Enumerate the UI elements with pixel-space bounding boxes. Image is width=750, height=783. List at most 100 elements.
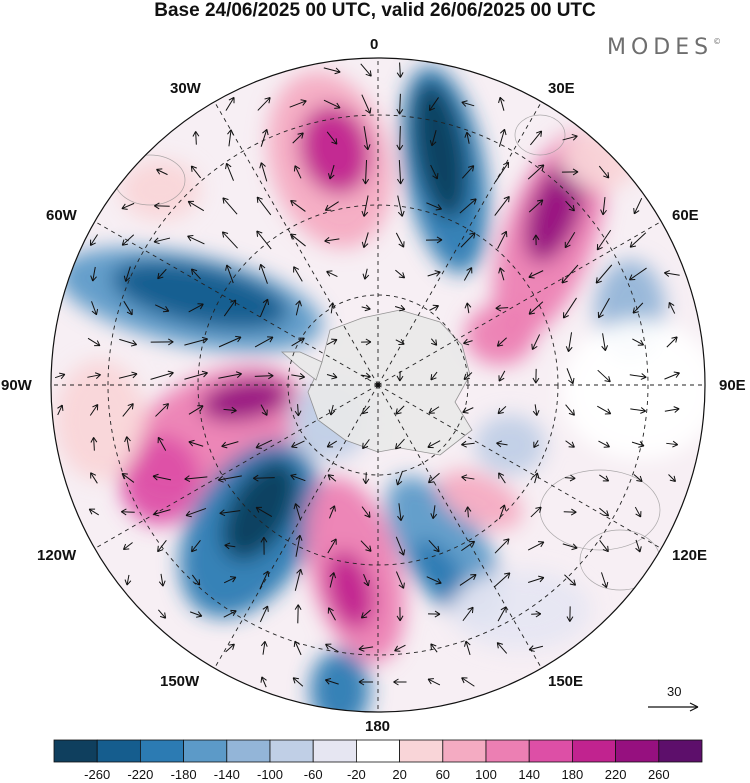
wind-arrow: [191, 574, 201, 586]
wind-arrow: [184, 336, 208, 346]
wind-arrow: [601, 333, 609, 352]
wind-arrow: [260, 640, 268, 655]
wind-arrow: [326, 270, 338, 278]
wind-arrow: [223, 299, 237, 317]
colorbar: [53, 739, 703, 763]
wind-arrow: [259, 298, 270, 317]
lon-label-150e: 150E: [548, 673, 584, 690]
wind-arrow: [395, 536, 406, 556]
wind-arrow: [463, 267, 473, 281]
wind-arrow: [326, 440, 338, 448]
wind-arrow: [119, 338, 138, 347]
wind-arrow: [255, 439, 273, 449]
wind-arrow: [428, 610, 441, 618]
wind-arrow: [325, 643, 339, 653]
wind-arrow: [219, 509, 241, 517]
meridian-line: [377, 384, 542, 669]
wind-arrow: [464, 640, 471, 656]
wind-arrow: [326, 131, 338, 145]
wind-arrow: [328, 505, 336, 519]
wind-arrow: [257, 97, 271, 111]
wind-arrow: [294, 568, 303, 591]
wind-arrow: [562, 543, 578, 551]
wind-arrow: [430, 338, 438, 346]
wind-arrow: [395, 470, 404, 486]
wind-arrow: [260, 128, 269, 147]
wind-arrow: [430, 505, 438, 520]
wind-arrow: [323, 99, 341, 109]
wind-arrow: [666, 440, 679, 448]
wind-arrow: [462, 606, 474, 622]
wind-arrow: [397, 503, 404, 522]
wind-arrow: [564, 474, 576, 482]
wind-arrow: [430, 643, 438, 653]
wind-arrow: [598, 440, 610, 448]
wind-arrow: [596, 229, 612, 251]
wind-arrow: [459, 574, 477, 586]
coastline-fragment: [514, 114, 566, 156]
wind-arrow: [633, 197, 643, 215]
wind-arrow: [184, 475, 208, 483]
wind-arrow: [565, 332, 573, 353]
lon-label-180: 180: [365, 718, 391, 735]
wind-arrow: [664, 371, 680, 380]
colorbar-tick-label: 100: [475, 767, 497, 782]
wind-arrow: [527, 575, 545, 583]
wind-arrow: [498, 504, 507, 520]
colorbar-tick-label: 20: [392, 767, 407, 782]
wind-arrow: [89, 404, 99, 416]
wind-arrow: [464, 131, 472, 144]
wind-arrow: [532, 404, 540, 416]
wind-arrow: [464, 302, 472, 314]
wind-arrow: [496, 642, 508, 654]
meridian-line: [94, 221, 379, 386]
wind-arrow: [189, 611, 203, 618]
wind-arrow: [635, 539, 642, 553]
map-disk: [51, 58, 705, 712]
wind-arrow: [361, 195, 369, 217]
wind-arrow: [395, 269, 406, 279]
wind-arrow: [291, 337, 305, 347]
wind-arrow: [528, 199, 544, 213]
wind-arrow: [461, 440, 475, 448]
colorbar-bin: [96, 739, 141, 763]
wind-arrow: [498, 370, 506, 382]
wind-arrow: [87, 337, 101, 347]
colorbar-tick-label: -260: [84, 767, 111, 782]
wind-arrow: [459, 198, 477, 214]
wind-arrow: [225, 162, 234, 181]
wind-arrow: [561, 264, 579, 284]
wind-arrow: [496, 337, 507, 347]
wind-arrow: [464, 506, 472, 518]
wind-arrow: [328, 302, 336, 314]
wind-arrow: [327, 164, 335, 180]
wind-arrow: [360, 540, 372, 552]
wind-arrow: [360, 609, 371, 619]
wind-arrow: [323, 67, 341, 75]
antarctic-peninsula: [280, 351, 323, 381]
wind-arrow: [527, 541, 545, 551]
colorbar-bin: [658, 739, 703, 763]
meridian-line: [214, 384, 379, 669]
colorbar-bin: [615, 739, 660, 763]
wind-arrow: [460, 232, 476, 248]
wind-arrow: [427, 678, 441, 686]
wind-arrow: [121, 473, 135, 483]
meridian-line: [94, 384, 379, 549]
colorbar-tick-label: -220: [127, 767, 154, 782]
wind-arrow: [122, 542, 133, 551]
anomaly-blob: [326, 550, 374, 630]
lon-label-60w: 60W: [46, 207, 77, 224]
wind-arrow: [463, 372, 473, 380]
wind-arrow: [634, 506, 642, 518]
wind-arrow: [497, 230, 508, 249]
wind-arrow: [223, 609, 237, 618]
wind-arrow: [88, 508, 100, 516]
wind-arrow: [221, 441, 239, 449]
wind-arrow: [256, 230, 272, 250]
wind-arrow: [154, 304, 170, 313]
wind-arrow: [150, 338, 174, 346]
wind-arrow: [259, 570, 270, 590]
wind-arrow: [361, 372, 371, 380]
wind-arrow: [293, 640, 302, 656]
